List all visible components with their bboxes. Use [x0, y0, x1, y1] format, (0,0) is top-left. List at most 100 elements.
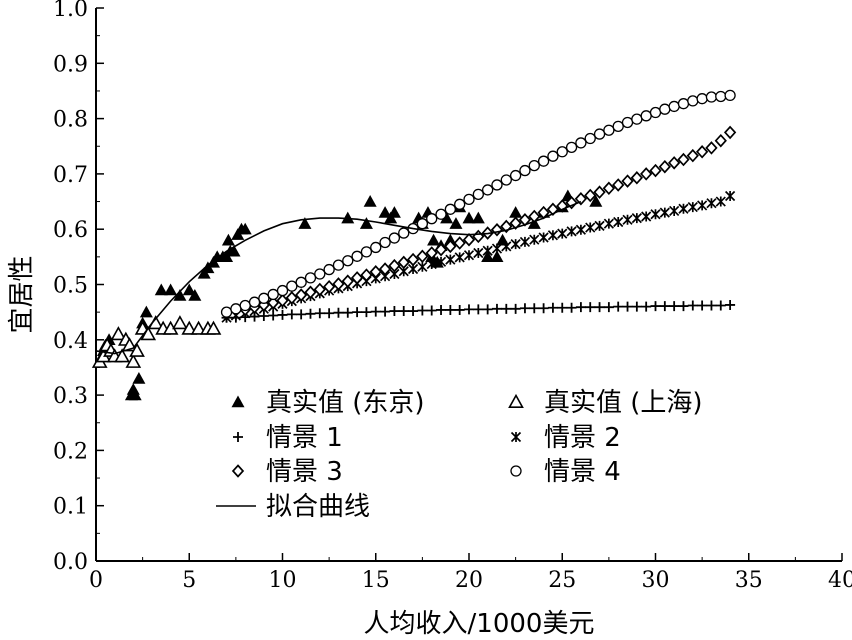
- data-point: [640, 110, 652, 122]
- data-point: [631, 113, 643, 125]
- data-point: [154, 283, 168, 296]
- data-point: [659, 103, 671, 115]
- data-point: [417, 305, 428, 316]
- data-point: [276, 284, 289, 297]
- x-tick-label: 20: [455, 568, 483, 593]
- data-point: [490, 222, 504, 237]
- data-point: [622, 214, 633, 225]
- data-point: [188, 289, 202, 301]
- data-point: [114, 348, 130, 363]
- data-point: [445, 304, 456, 315]
- data-point: [388, 232, 401, 244]
- data-point: [697, 200, 708, 211]
- data-point: [258, 292, 270, 304]
- data-point: [435, 256, 447, 267]
- data-point: [687, 95, 699, 107]
- data-point: [659, 301, 670, 312]
- series-3: [221, 299, 736, 323]
- data-point: [482, 245, 493, 256]
- data-point: [510, 303, 521, 314]
- data-point: [341, 274, 354, 288]
- data-point: [557, 228, 568, 239]
- data-point: [454, 198, 466, 210]
- data-point: [110, 326, 127, 341]
- data-point: [547, 302, 558, 313]
- data-point: [285, 291, 298, 305]
- data-point: [509, 216, 522, 230]
- data-point: [566, 226, 577, 237]
- data-point: [678, 301, 689, 312]
- data-point: [472, 188, 484, 201]
- data-point: [268, 310, 279, 321]
- data-point: [132, 372, 146, 384]
- series-5: [239, 125, 737, 317]
- x-tick-label: 0: [89, 568, 103, 593]
- data-point: [668, 156, 681, 170]
- data-point: [295, 288, 308, 302]
- data-point: [322, 279, 336, 294]
- data-point: [687, 201, 698, 213]
- data-point: [298, 217, 312, 229]
- data-point: [363, 195, 377, 207]
- data-point: [473, 304, 484, 315]
- data-point: [164, 283, 178, 296]
- legend-label: 情景 3: [266, 457, 343, 487]
- y-tick-label: 0.3: [53, 384, 88, 409]
- data-point: [519, 303, 530, 314]
- data-point: [650, 301, 661, 312]
- data-point: [574, 192, 588, 206]
- data-point: [182, 283, 196, 296]
- legend-marker: [231, 395, 245, 408]
- data-point: [724, 89, 736, 102]
- data-point: [128, 388, 142, 401]
- data-point: [715, 300, 726, 311]
- data-point: [427, 233, 441, 246]
- x-tick-label: 15: [362, 568, 390, 593]
- data-point: [248, 296, 261, 308]
- data-point: [622, 301, 633, 312]
- data-point: [314, 308, 325, 319]
- data-point: [714, 133, 727, 148]
- data-point: [239, 299, 251, 312]
- y-axis-title: 宜居性: [7, 255, 37, 333]
- data-point: [426, 305, 437, 316]
- data-point: [238, 222, 252, 235]
- data-point: [723, 125, 737, 140]
- legend-marker: [233, 432, 243, 442]
- data-point: [426, 213, 438, 225]
- data-point: [173, 289, 187, 301]
- data-point: [417, 261, 428, 272]
- x-tick-label: 10: [269, 568, 297, 593]
- data-point: [658, 159, 671, 174]
- data-point: [509, 206, 523, 218]
- data-point: [324, 308, 335, 319]
- legend-label: 真实值 (上海): [544, 388, 703, 418]
- data-point: [641, 301, 652, 312]
- y-tick-label: 1.0: [53, 0, 88, 22]
- data-point: [697, 300, 708, 311]
- data-point: [387, 206, 401, 218]
- data-point: [453, 236, 466, 250]
- data-point: [426, 258, 437, 270]
- data-point: [687, 300, 698, 311]
- data-point: [342, 307, 353, 318]
- y-tick-label: 0.9: [53, 52, 88, 77]
- data-point: [501, 241, 512, 252]
- data-point: [612, 178, 625, 192]
- data-point: [471, 211, 485, 224]
- data-point: [529, 303, 540, 314]
- data-point: [360, 246, 373, 258]
- data-point: [296, 309, 307, 320]
- data-point: [538, 303, 549, 314]
- data-point: [547, 230, 559, 241]
- legend-label: 拟合曲线: [266, 492, 370, 522]
- data-point: [649, 163, 662, 178]
- data-point: [725, 299, 736, 310]
- x-tick-label: 35: [735, 568, 763, 593]
- data-point: [602, 181, 616, 196]
- data-point: [575, 302, 586, 313]
- y-tick-label: 0.7: [53, 163, 88, 188]
- series-layer: [91, 89, 737, 401]
- y-tick-label: 0.0: [53, 550, 88, 575]
- data-point: [305, 308, 316, 319]
